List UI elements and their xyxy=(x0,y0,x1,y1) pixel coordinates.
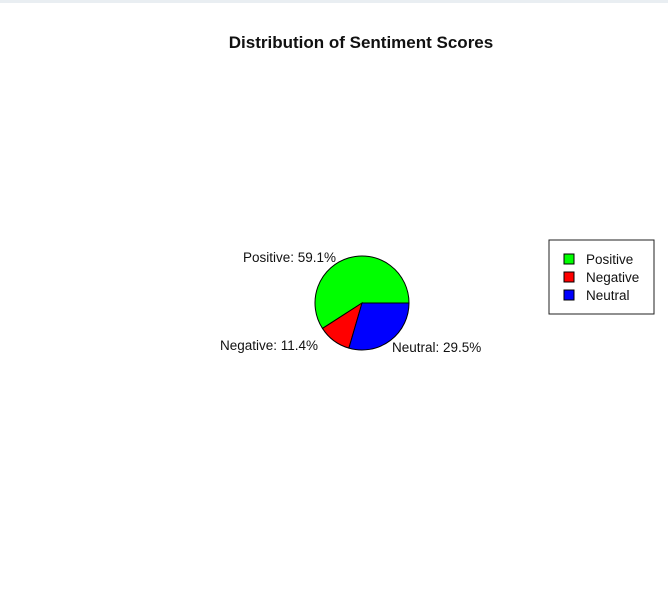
pie-slice-neutral xyxy=(348,302,410,351)
legend-label-neutral: Neutral xyxy=(586,288,630,303)
legend-label-positive: Positive xyxy=(586,252,633,267)
slice-labels: Positive: 59.1% Negative: 11.4% Neutral: 2… xyxy=(220,250,481,355)
slice-label-negative: Negative: 11.4% xyxy=(220,338,318,353)
legend-swatch-negative xyxy=(563,271,575,283)
legend-swatch-neutral xyxy=(563,289,575,301)
pie-slice-positive xyxy=(314,255,410,330)
slice-label-neutral: Neutral: 29.5% xyxy=(392,340,481,355)
window-top-edge xyxy=(0,0,668,3)
chart-title: Distribution of Sentiment Scores xyxy=(229,33,493,52)
chart-legend: Positive Negative Neutral xyxy=(548,239,655,315)
pie-slices xyxy=(314,255,410,351)
legend-swatch-positive xyxy=(563,253,575,265)
slice-label-positive: Positive: 59.1% xyxy=(243,250,336,265)
legend-label-negative: Negative xyxy=(586,270,639,285)
